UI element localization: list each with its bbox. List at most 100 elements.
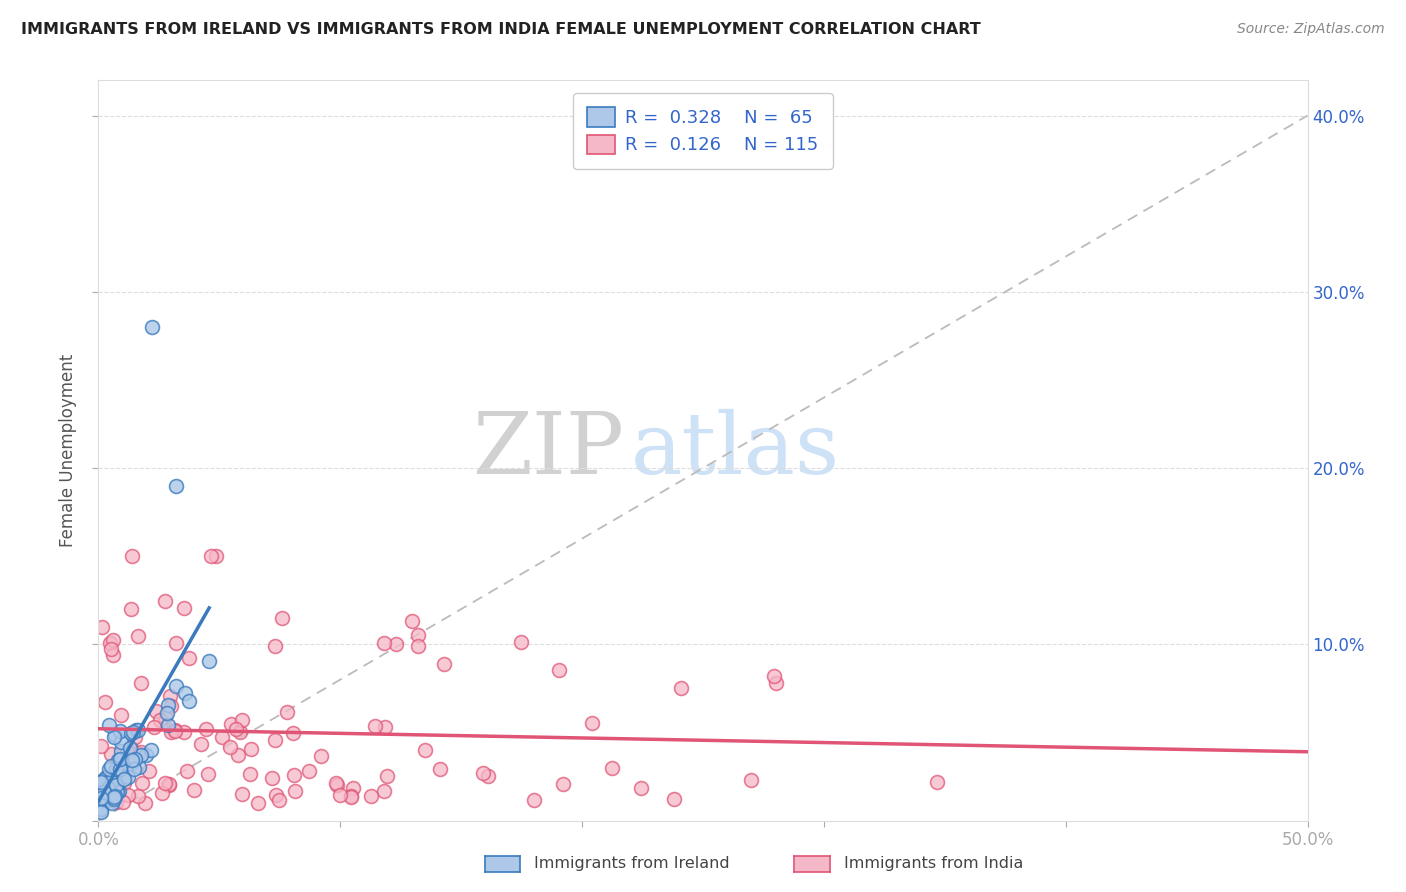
Text: atlas: atlas [630, 409, 839, 492]
Point [276, 705, 298, 719]
Point [197, 767, 219, 781]
Point [165, 635, 187, 649]
Point [120, 602, 142, 616]
Point [157, 698, 180, 712]
Point [104, 728, 127, 742]
Point [364, 719, 387, 733]
Point [477, 769, 499, 783]
Point [153, 776, 176, 790]
Point [373, 635, 395, 649]
Point [94, 793, 117, 807]
Point [90, 775, 112, 789]
Point [127, 789, 149, 804]
Point [135, 748, 157, 763]
Point [240, 742, 263, 756]
Point [107, 757, 129, 772]
Point [100, 772, 122, 787]
Point [340, 789, 363, 804]
Point [97, 793, 120, 807]
Point [98, 763, 121, 777]
Point [127, 746, 149, 760]
Text: Source: ZipAtlas.com: Source: ZipAtlas.com [1237, 22, 1385, 37]
Point [163, 723, 186, 737]
Point [548, 663, 571, 677]
Point [165, 679, 187, 693]
Point [128, 760, 150, 774]
Point [297, 764, 319, 778]
Point [118, 741, 141, 756]
Point [219, 717, 242, 731]
Point [270, 611, 292, 625]
Y-axis label: Female Unemployment: Female Unemployment [59, 354, 77, 547]
Point [225, 722, 247, 736]
Point [91, 620, 114, 634]
Point [157, 718, 180, 732]
Point [246, 796, 269, 810]
Point [127, 723, 149, 738]
Point [101, 796, 124, 810]
Point [551, 777, 574, 791]
Point [125, 723, 148, 738]
Point [129, 748, 152, 763]
Point [105, 778, 128, 792]
Point [165, 479, 187, 493]
Point [101, 768, 124, 782]
Point [134, 796, 156, 810]
Point [325, 778, 347, 792]
Point [108, 752, 131, 766]
Point [269, 793, 291, 807]
Point [174, 686, 197, 700]
Point [264, 639, 287, 653]
Point [97, 781, 120, 796]
Point [284, 783, 307, 797]
Point [283, 768, 305, 782]
Point [263, 733, 285, 747]
Point [374, 720, 396, 734]
Point [112, 776, 135, 790]
Point [94, 771, 117, 785]
Point [96, 788, 118, 802]
Point [100, 759, 122, 773]
Point [141, 743, 163, 757]
Point [160, 699, 183, 714]
Point [114, 772, 136, 787]
Point [183, 782, 205, 797]
Point [142, 721, 165, 735]
Point [173, 725, 195, 739]
Point [523, 793, 546, 807]
Point [153, 594, 176, 608]
Point [159, 690, 181, 704]
Point [173, 601, 195, 615]
Point [117, 788, 139, 802]
Point [211, 731, 233, 745]
Point [105, 795, 128, 809]
Point [433, 657, 456, 671]
Text: Immigrants from Ireland: Immigrants from Ireland [534, 856, 730, 871]
Point [401, 614, 423, 628]
Point [121, 753, 143, 767]
Point [100, 747, 122, 761]
Point [264, 788, 287, 802]
Point [90, 791, 112, 805]
Point [122, 725, 145, 739]
Point [117, 770, 139, 784]
Point [229, 725, 252, 739]
Point [94, 790, 117, 805]
Point [90, 739, 112, 753]
Point [90, 802, 112, 816]
Point [141, 320, 163, 334]
Point [114, 763, 136, 777]
Point [97, 772, 120, 787]
Point [103, 648, 125, 662]
Point [108, 723, 131, 738]
Point [110, 743, 132, 757]
Point [108, 762, 131, 776]
Point [124, 751, 146, 765]
Point [103, 730, 125, 744]
Point [340, 789, 363, 804]
Point [157, 778, 180, 792]
Point [111, 767, 134, 781]
Point [107, 785, 129, 799]
Point [472, 765, 495, 780]
Point [360, 789, 382, 803]
